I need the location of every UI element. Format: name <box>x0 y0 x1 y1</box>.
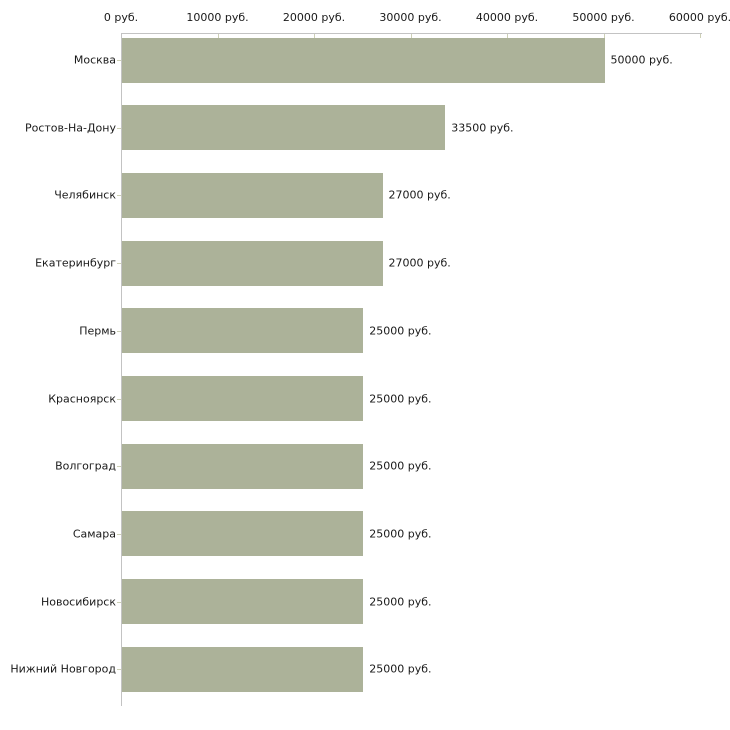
value-label: 25000 руб. <box>369 324 432 338</box>
bar <box>122 240 383 286</box>
y-axis-tick-mark <box>117 669 121 671</box>
y-axis-tick-mark <box>117 601 121 603</box>
x-axis-tick-label: 60000 руб. <box>668 11 730 24</box>
bar <box>122 579 364 625</box>
y-axis-tick-mark <box>117 263 121 265</box>
value-label: 50000 руб. <box>610 53 673 67</box>
bar <box>122 376 364 421</box>
category-label: Волгоград <box>55 459 116 473</box>
x-axis-tick-label: 30000 руб. <box>379 11 442 24</box>
category-label: Ростов-На-Дону <box>24 121 116 135</box>
x-axis-line <box>121 33 702 34</box>
x-axis-tick-mark <box>314 34 315 38</box>
x-axis-tick-mark <box>603 34 605 38</box>
bar-row: Красноярск 25000 руб. <box>0 376 730 421</box>
value-label: 25000 руб. <box>369 392 432 405</box>
y-axis-tick-mark <box>117 195 121 197</box>
category-label: Красноярск <box>48 392 116 405</box>
value-label: 25000 руб. <box>369 595 432 609</box>
bar-row: Нижний Новгород 25000 руб. <box>0 646 730 692</box>
bar-row: Новосибирск 25000 руб. <box>0 579 730 625</box>
x-axis-tick-mark <box>700 34 701 38</box>
bar-row: Ростов-На-Дону 33500 руб. <box>0 105 730 151</box>
bar <box>122 646 364 692</box>
value-label: 33500 руб. <box>451 121 514 135</box>
y-axis-tick-mark <box>117 398 121 400</box>
bar-row: Самара 25000 руб. <box>0 511 730 557</box>
category-label: Новосибирск <box>40 595 116 609</box>
bar <box>122 511 364 557</box>
y-axis-tick-mark <box>117 330 121 332</box>
bar <box>122 172 383 218</box>
x-axis-tick-label: 50000 руб. <box>572 11 635 24</box>
category-label: Москва <box>73 53 116 67</box>
category-label: Челябинск <box>54 188 116 202</box>
value-label: 25000 руб. <box>369 527 432 541</box>
bar <box>122 443 364 489</box>
category-label: Пермь <box>79 324 116 338</box>
bar <box>122 105 446 151</box>
bar-row: Волгоград 25000 руб. <box>0 443 730 489</box>
y-axis-tick-mark <box>117 533 121 535</box>
y-axis-tick-mark <box>117 127 121 129</box>
bar <box>122 37 605 83</box>
x-axis-tick-mark <box>217 34 219 38</box>
x-axis-tick-mark <box>507 34 508 38</box>
bar-row: Челябинск 27000 руб. <box>0 172 730 218</box>
category-label: Самара <box>72 527 116 541</box>
x-axis-tick-label: 20000 руб. <box>282 11 346 24</box>
x-axis-tick-mark <box>410 34 412 38</box>
bar-row: Москва 50000 руб. <box>0 37 730 83</box>
y-axis-tick-mark <box>117 60 121 61</box>
x-axis-tick-label: 40000 руб. <box>475 11 539 24</box>
bar-row: Пермь 25000 руб. <box>0 308 730 354</box>
x-axis-tick-label: 0 руб. <box>103 11 139 24</box>
category-label: Екатеринбург <box>35 256 116 270</box>
x-axis-tick-label: 10000 руб. <box>186 11 249 24</box>
bar-row: Екатеринбург 27000 руб. <box>0 240 730 286</box>
value-label: 25000 руб. <box>369 459 432 473</box>
y-axis-line <box>121 33 122 706</box>
category-label: Нижний Новгород <box>10 662 116 676</box>
bar <box>122 308 364 354</box>
y-axis-tick-mark <box>117 466 121 468</box>
value-label: 25000 руб. <box>369 662 432 676</box>
value-label: 27000 руб. <box>388 188 451 202</box>
value-label: 27000 руб. <box>388 256 451 270</box>
